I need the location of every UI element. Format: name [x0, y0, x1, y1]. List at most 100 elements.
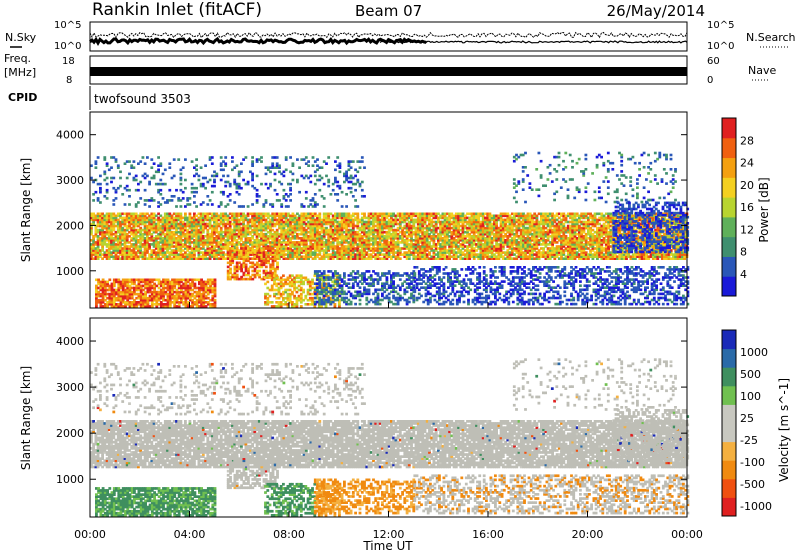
power-cell	[372, 216, 375, 220]
power-cell	[168, 220, 172, 224]
power-cell	[298, 218, 301, 222]
power-cell	[249, 239, 252, 242]
power-cell	[405, 228, 409, 232]
power-cell	[336, 245, 340, 248]
power-cell	[385, 232, 389, 236]
power-cell	[287, 243, 290, 246]
power-cell	[215, 228, 219, 232]
power-cell	[146, 241, 149, 244]
power-cell	[349, 243, 353, 246]
power-cell	[349, 237, 353, 240]
power-cell	[215, 243, 219, 246]
power-cell	[266, 226, 270, 230]
power-cell	[170, 241, 174, 244]
power-cell	[304, 243, 308, 246]
power-cell	[197, 241, 201, 244]
power-cell	[329, 257, 333, 260]
power-cell	[175, 224, 178, 228]
power-cell	[255, 230, 259, 234]
power-cell	[280, 237, 284, 240]
power-cell	[130, 216, 134, 220]
power-cell	[168, 222, 172, 226]
power-cell	[163, 220, 167, 224]
power-cell	[213, 212, 216, 216]
power-cell	[381, 212, 384, 216]
power-cell	[300, 247, 304, 250]
power-cell	[273, 251, 277, 254]
power-cell	[428, 214, 431, 218]
power-cell	[260, 239, 263, 242]
power-cell	[289, 245, 292, 248]
power-cell	[414, 237, 418, 240]
power-cell	[116, 228, 120, 232]
power-cell	[128, 226, 131, 230]
power-cell	[351, 247, 355, 250]
power-cell	[146, 218, 149, 222]
power-cell	[316, 226, 319, 230]
power-cell	[421, 216, 425, 220]
power-cell	[195, 230, 198, 234]
power-cell	[94, 251, 98, 254]
power-cell	[318, 249, 322, 252]
power-cell	[150, 226, 154, 230]
power-cell	[105, 214, 109, 218]
power-cell	[313, 241, 317, 244]
power-cell	[282, 224, 286, 228]
power-cell	[255, 218, 259, 222]
power-cell	[257, 247, 261, 250]
power-cell	[157, 216, 160, 220]
power-cell	[387, 226, 391, 230]
power-cell	[360, 216, 364, 220]
power-cell	[233, 235, 237, 238]
power-cell	[163, 214, 167, 218]
power-cell	[423, 237, 427, 240]
power-cell	[383, 214, 387, 218]
noise-sky-trace	[89, 36, 427, 47]
power-cell	[278, 218, 281, 222]
power-cell	[148, 257, 151, 260]
power-cell	[345, 251, 348, 254]
power-cell	[116, 214, 120, 218]
power-cell	[365, 257, 369, 260]
power-cell	[257, 220, 261, 224]
power-cell	[206, 224, 210, 228]
power-cell	[210, 247, 214, 250]
power-cell	[394, 235, 398, 238]
power-cell	[137, 220, 140, 224]
power-cell	[329, 212, 333, 216]
power-cell	[195, 249, 198, 252]
power-cell	[336, 230, 340, 234]
power-cell	[416, 239, 420, 242]
power-cell	[110, 243, 113, 246]
power-cell	[255, 243, 259, 246]
power-cell	[410, 218, 413, 222]
power-cell	[343, 237, 346, 240]
power-cell	[260, 222, 263, 226]
power-cell	[331, 237, 335, 240]
power-cell	[99, 243, 102, 246]
power-cell	[103, 220, 107, 224]
power-cell	[331, 257, 335, 260]
power-cell	[197, 230, 201, 234]
power-cell	[271, 239, 275, 242]
power-cell	[101, 243, 104, 246]
power-cell	[414, 247, 418, 250]
power-cell	[407, 249, 411, 252]
power-cell	[260, 253, 263, 256]
power-cell	[287, 247, 290, 250]
power-cell	[141, 255, 145, 258]
power-cell	[396, 235, 400, 238]
power-cell	[356, 214, 360, 218]
power-cell	[416, 222, 420, 226]
power-cell	[275, 222, 279, 226]
power-cell	[94, 224, 98, 228]
power-cell	[423, 216, 427, 220]
power-cell	[99, 228, 102, 232]
power-cell	[280, 243, 284, 246]
power-cell	[260, 226, 263, 230]
power-cell	[311, 230, 315, 234]
power-cell	[287, 235, 290, 238]
power-cell	[172, 239, 176, 242]
power-cell	[233, 251, 237, 254]
power-cell	[224, 230, 228, 234]
